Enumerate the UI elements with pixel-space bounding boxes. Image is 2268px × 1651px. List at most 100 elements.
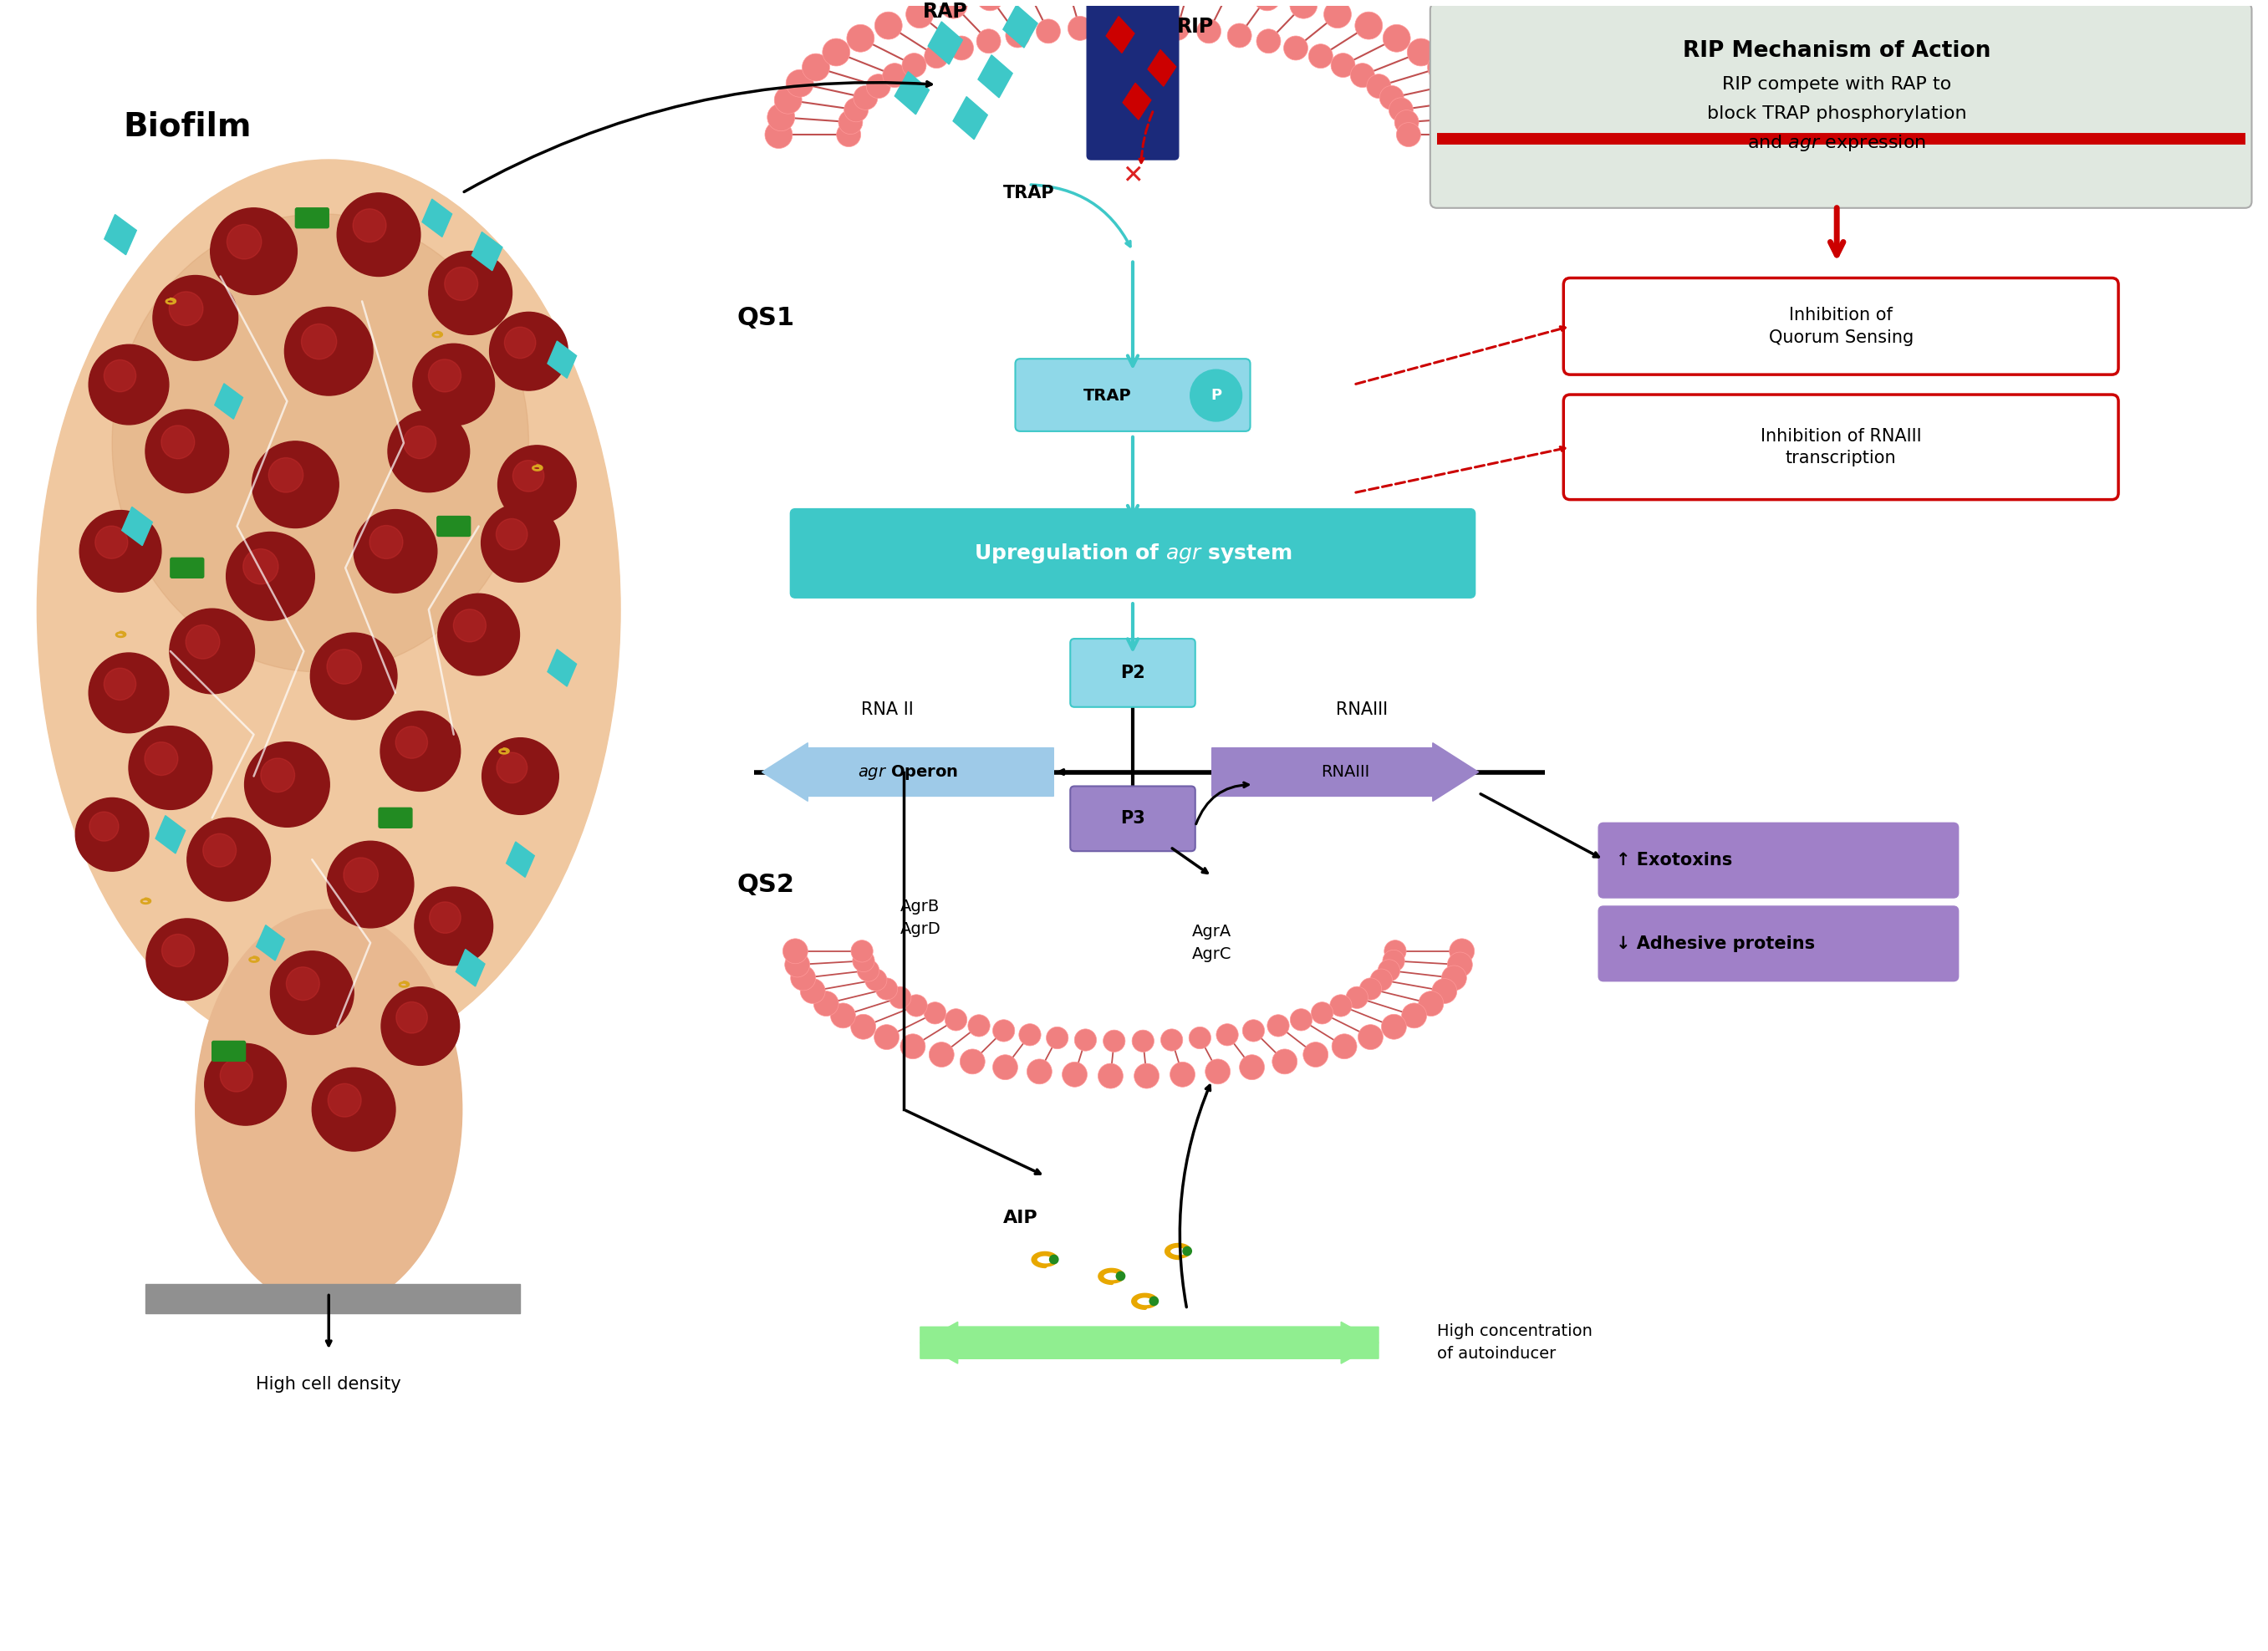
Circle shape xyxy=(1379,959,1399,981)
Circle shape xyxy=(415,887,492,966)
Polygon shape xyxy=(156,816,186,854)
FancyBboxPatch shape xyxy=(1599,822,1960,898)
Circle shape xyxy=(88,652,168,733)
Circle shape xyxy=(1132,1030,1154,1052)
Circle shape xyxy=(1456,86,1483,114)
Circle shape xyxy=(161,934,195,967)
Circle shape xyxy=(302,324,336,360)
Circle shape xyxy=(837,122,862,147)
Circle shape xyxy=(1134,1063,1159,1088)
Circle shape xyxy=(975,0,1005,10)
Circle shape xyxy=(1061,1062,1086,1086)
Circle shape xyxy=(497,518,528,550)
Text: RNAIII: RNAIII xyxy=(1336,702,1388,718)
Circle shape xyxy=(785,953,810,977)
Circle shape xyxy=(481,504,560,583)
Text: AgrA
AgrC: AgrA AgrC xyxy=(1193,925,1232,963)
Polygon shape xyxy=(896,71,930,114)
FancyArrow shape xyxy=(1211,743,1479,801)
Text: block TRAP phosphorylation: block TRAP phosphorylation xyxy=(1708,106,1966,122)
Circle shape xyxy=(1036,20,1061,43)
Circle shape xyxy=(866,74,891,99)
FancyBboxPatch shape xyxy=(1070,786,1195,852)
Circle shape xyxy=(286,967,320,1001)
Circle shape xyxy=(857,959,880,981)
Circle shape xyxy=(1402,1004,1427,1029)
Polygon shape xyxy=(422,200,451,236)
Circle shape xyxy=(1166,17,1188,40)
Circle shape xyxy=(1216,1024,1238,1045)
Polygon shape xyxy=(978,54,1012,97)
Circle shape xyxy=(1068,17,1093,40)
Circle shape xyxy=(381,987,460,1065)
Circle shape xyxy=(95,527,127,558)
Text: ↑ Exotoxins: ↑ Exotoxins xyxy=(1617,852,1733,868)
Circle shape xyxy=(1204,1058,1229,1085)
Circle shape xyxy=(1359,1025,1383,1050)
Circle shape xyxy=(1354,12,1383,40)
Text: P2: P2 xyxy=(1120,664,1145,682)
Polygon shape xyxy=(506,842,535,877)
Circle shape xyxy=(1418,991,1442,1015)
Circle shape xyxy=(1442,966,1467,991)
Circle shape xyxy=(388,411,469,492)
Circle shape xyxy=(88,345,168,424)
Circle shape xyxy=(104,669,136,700)
Circle shape xyxy=(202,834,236,867)
Circle shape xyxy=(1447,953,1472,977)
Circle shape xyxy=(864,969,887,991)
Text: P3: P3 xyxy=(1120,811,1145,827)
FancyBboxPatch shape xyxy=(1070,639,1195,707)
Circle shape xyxy=(313,1068,395,1151)
Circle shape xyxy=(1027,1058,1052,1085)
Circle shape xyxy=(1331,53,1356,78)
Circle shape xyxy=(1465,121,1492,149)
Circle shape xyxy=(823,38,850,66)
Circle shape xyxy=(227,225,261,259)
Text: TRAP: TRAP xyxy=(1084,388,1132,403)
Circle shape xyxy=(814,991,839,1015)
Circle shape xyxy=(145,741,177,776)
Circle shape xyxy=(1046,1027,1068,1048)
Circle shape xyxy=(354,208,386,243)
Circle shape xyxy=(1449,939,1474,964)
Circle shape xyxy=(905,994,928,1017)
FancyArrow shape xyxy=(921,1322,1379,1364)
Circle shape xyxy=(170,609,254,693)
Circle shape xyxy=(1116,1271,1125,1281)
Circle shape xyxy=(1381,1014,1406,1038)
Circle shape xyxy=(950,36,973,59)
Circle shape xyxy=(889,987,912,1009)
FancyBboxPatch shape xyxy=(1599,906,1960,981)
Circle shape xyxy=(204,1043,286,1126)
Circle shape xyxy=(764,121,792,149)
Circle shape xyxy=(1198,20,1220,43)
FancyBboxPatch shape xyxy=(213,1042,245,1062)
Circle shape xyxy=(1383,949,1404,972)
Text: Biofilm: Biofilm xyxy=(122,111,252,142)
Circle shape xyxy=(875,12,903,40)
Circle shape xyxy=(499,446,576,523)
Circle shape xyxy=(1150,1296,1159,1306)
Circle shape xyxy=(429,360,460,391)
Circle shape xyxy=(327,840,413,928)
Circle shape xyxy=(882,63,907,88)
Circle shape xyxy=(270,951,354,1035)
Circle shape xyxy=(801,979,826,1004)
FancyBboxPatch shape xyxy=(1016,358,1250,431)
Text: QS1: QS1 xyxy=(737,305,794,330)
Polygon shape xyxy=(1148,50,1177,86)
Circle shape xyxy=(354,510,438,593)
Circle shape xyxy=(170,292,204,325)
Polygon shape xyxy=(1107,17,1134,53)
Circle shape xyxy=(342,857,379,892)
Text: RIP Mechanism of Action: RIP Mechanism of Action xyxy=(1683,41,1991,63)
Circle shape xyxy=(79,510,161,593)
Circle shape xyxy=(782,939,807,964)
Circle shape xyxy=(1445,69,1472,97)
Text: RAP: RAP xyxy=(923,2,968,21)
Circle shape xyxy=(839,111,862,134)
Text: QS2: QS2 xyxy=(737,872,794,896)
Circle shape xyxy=(145,409,229,494)
Polygon shape xyxy=(122,507,152,545)
